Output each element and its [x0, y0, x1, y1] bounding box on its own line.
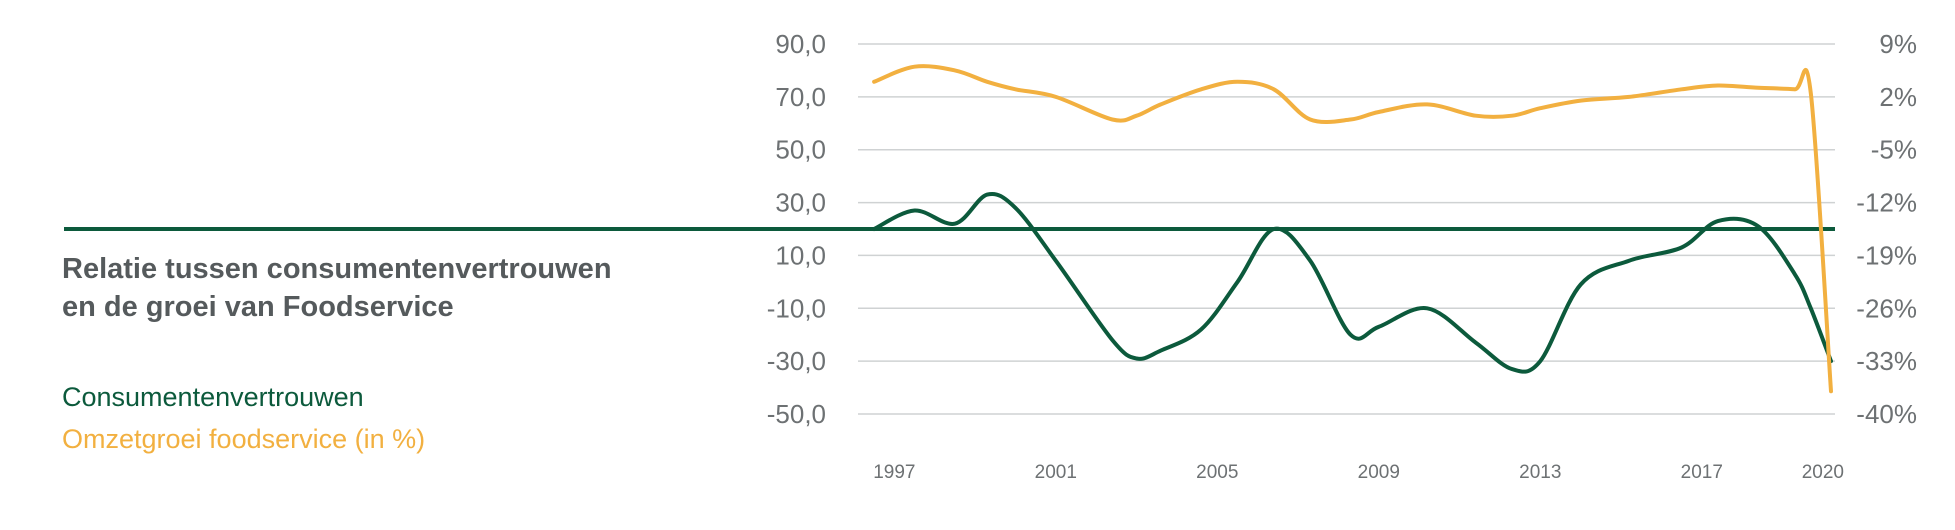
y-right-tick-label: -12%	[1856, 188, 1917, 218]
y-left-tick-label: -10,0	[767, 293, 826, 323]
chart-title-line-1: Relatie tussen consumentenvertrouwen	[62, 253, 612, 285]
y-right-tick-label: 9%	[1879, 29, 1917, 59]
y-right-tick-label: -33%	[1856, 346, 1917, 376]
y-left-tick-label: 30,0	[775, 188, 826, 218]
y-right-tick-label: -40%	[1856, 399, 1917, 429]
y-axis-right: 9% 2% -5% -12% -19% -26% -33% -40%	[1856, 29, 1917, 429]
x-tick-label: 2017	[1681, 462, 1723, 483]
y-left-tick-label: -50,0	[767, 399, 826, 429]
y-left-tick-label: 70,0	[775, 82, 826, 112]
y-left-tick-label: 90,0	[775, 29, 826, 59]
y-right-tick-label: -5%	[1871, 135, 1917, 165]
x-tick-label: 2020	[1802, 462, 1844, 483]
x-tick-label: 2001	[1035, 462, 1077, 483]
series-line-consumentenvertrouwen	[872, 191, 1833, 374]
y-right-tick-label: 2%	[1879, 82, 1917, 112]
y-left-tick-label: 50,0	[775, 135, 826, 165]
legend-item-consumentenvertrouwen: Consumentenvertrouwen	[62, 382, 364, 412]
legend-item-omzetgroei: Omzetgroei foodservice (in %)	[62, 424, 426, 454]
legend: Consumentenvertrouwen Omzetgroei foodser…	[62, 376, 425, 460]
x-tick-label: 2013	[1519, 462, 1561, 483]
series-lines	[64, 64, 1835, 394]
y-left-tick-label: 10,0	[775, 240, 826, 270]
x-tick-label: 2009	[1358, 462, 1400, 483]
gridlines	[858, 43, 1835, 415]
y-right-tick-label: -19%	[1856, 240, 1917, 270]
series-line-omzetgroei	[872, 64, 1833, 394]
chart-title-line-2: en de groei van Foodservice	[62, 291, 454, 323]
y-axis-left: 90,0 70,0 50,0 30,0 10,0 -10,0 -30,0 -50,0	[767, 29, 826, 429]
x-axis: 1997 2001 2005 2009 2013 2017 2020	[873, 462, 1844, 483]
y-left-tick-label: -30,0	[767, 346, 826, 376]
x-tick-label: 2005	[1196, 462, 1238, 483]
chart-title: Relatie tussen consumentenvertrouwen en …	[62, 250, 742, 326]
x-tick-label: 1997	[873, 462, 915, 483]
y-right-tick-label: -26%	[1856, 293, 1917, 323]
